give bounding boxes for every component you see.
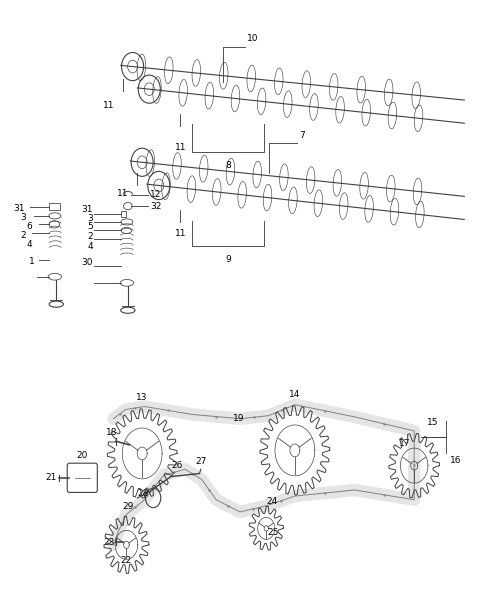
Text: 1: 1 bbox=[29, 257, 35, 266]
Text: 2: 2 bbox=[87, 232, 93, 241]
Text: 29: 29 bbox=[123, 502, 134, 511]
Text: 19: 19 bbox=[233, 414, 245, 423]
Text: 11: 11 bbox=[175, 143, 186, 152]
Text: 21: 21 bbox=[46, 473, 57, 482]
Text: 22: 22 bbox=[121, 556, 132, 565]
Text: 7: 7 bbox=[300, 132, 305, 140]
Text: 20: 20 bbox=[76, 450, 87, 460]
Text: 17: 17 bbox=[399, 439, 411, 448]
Text: 14: 14 bbox=[289, 390, 300, 398]
Text: 4: 4 bbox=[26, 240, 32, 249]
Text: 6: 6 bbox=[26, 222, 32, 231]
Text: 12: 12 bbox=[150, 190, 162, 199]
Text: 13: 13 bbox=[136, 394, 148, 402]
Text: 4: 4 bbox=[87, 242, 93, 252]
Text: 8: 8 bbox=[225, 161, 231, 170]
Text: 15: 15 bbox=[427, 419, 439, 427]
Text: 11: 11 bbox=[175, 230, 186, 238]
Text: 5: 5 bbox=[87, 222, 93, 231]
Text: 10: 10 bbox=[247, 34, 259, 43]
Bar bbox=[120, 211, 126, 217]
Text: 11: 11 bbox=[117, 189, 129, 198]
Text: 26: 26 bbox=[171, 461, 183, 471]
Text: 3: 3 bbox=[87, 214, 93, 223]
Text: 23: 23 bbox=[104, 538, 115, 547]
Text: 24: 24 bbox=[267, 497, 278, 506]
Text: 9: 9 bbox=[225, 255, 231, 264]
Text: 32: 32 bbox=[150, 201, 162, 211]
Text: 31: 31 bbox=[82, 205, 93, 214]
Text: 28: 28 bbox=[137, 489, 148, 498]
Text: 30: 30 bbox=[82, 258, 93, 267]
Text: 16: 16 bbox=[450, 457, 461, 466]
Bar bbox=[49, 203, 60, 210]
Text: 3: 3 bbox=[21, 213, 26, 222]
Text: 2: 2 bbox=[21, 231, 26, 240]
Text: 18: 18 bbox=[107, 428, 118, 437]
Text: 27: 27 bbox=[195, 457, 206, 466]
Text: 25: 25 bbox=[268, 528, 279, 537]
Text: 11: 11 bbox=[103, 101, 115, 110]
Text: 31: 31 bbox=[13, 204, 25, 213]
